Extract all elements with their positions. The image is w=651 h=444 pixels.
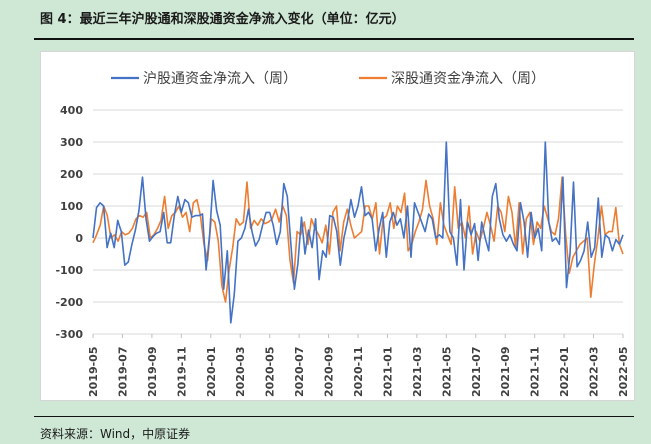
x-tick-label: 2020-01 — [205, 347, 218, 398]
x-tick-label: 2020-11 — [352, 347, 365, 398]
x-tick-label: 2021-07 — [470, 347, 483, 398]
gridlines — [93, 109, 623, 335]
y-tick-label: 100 — [60, 200, 83, 213]
x-tick-label: 2019-05 — [87, 347, 100, 398]
x-tick-label: 2020-03 — [234, 347, 247, 398]
y-axis: 400 300 200 100 0 -100 -200 -300 — [55, 104, 83, 341]
x-tick-label: 2021-09 — [499, 347, 512, 398]
legend-label-sz: 深股通资金净流入（周） — [391, 71, 545, 87]
series-lines — [92, 141, 624, 324]
x-tick-label: 2021-03 — [411, 347, 424, 398]
top-rule — [34, 38, 634, 40]
legend-label-sh: 沪股通资金净流入（周） — [143, 71, 297, 87]
source-note: 资料来源：Wind，中原证券 — [40, 427, 191, 441]
x-tick-label: 2020-09 — [323, 347, 336, 398]
y-tick-label: 200 — [60, 168, 83, 181]
x-tick-label: 2020-05 — [264, 347, 277, 398]
x-tick-label: 2019-07 — [116, 347, 129, 398]
x-tick-label: 2022-01 — [558, 347, 571, 398]
x-tick-label: 2019-09 — [146, 347, 159, 398]
line-chart: 沪股通资金净流入（周） 深股通资金净流入（周） 400 300 200 100 0 -10… — [55, 71, 630, 397]
y-tick-label: 300 — [60, 136, 83, 149]
x-tick-label: 2022-05 — [617, 347, 630, 398]
legend: 沪股通资金净流入（周） 深股通资金净流入（周） — [111, 71, 545, 87]
x-tick-label: 2022-03 — [588, 347, 601, 398]
x-tick-label: 2021-11 — [529, 347, 542, 397]
chart-area: 沪股通资金净流入（周） 深股通资金净流入（周） 400 300 200 100 0 -10… — [40, 51, 635, 401]
y-tick-label: 400 — [60, 104, 83, 117]
y-tick-label: 0 — [75, 232, 83, 245]
x-axis: 2019-05 2019-07 2019-09 2019-11 2020-01 2020-… — [87, 334, 630, 397]
x-tick-label: 2021-05 — [440, 347, 453, 398]
y-tick-label: -300 — [55, 328, 83, 341]
y-tick-label: -100 — [55, 264, 83, 277]
x-tick-label: 2020-07 — [293, 347, 306, 398]
x-tick-label: 2021-01 — [381, 347, 394, 398]
y-tick-label: -200 — [55, 296, 83, 309]
bottom-rule — [34, 416, 634, 417]
sh-series-line — [92, 141, 624, 324]
figure-title: 图 4：最近三年沪股通和深股通资金净流入变化（单位：亿元） — [40, 12, 405, 27]
x-tick-label: 2019-11 — [175, 347, 188, 398]
